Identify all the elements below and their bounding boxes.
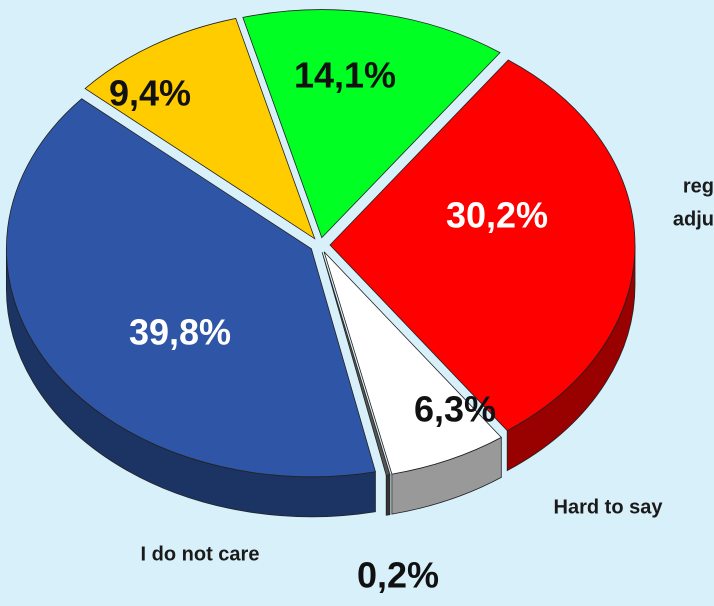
value-label: 30,2% bbox=[446, 195, 548, 236]
value-label: 9,4% bbox=[109, 73, 191, 114]
value-label: 14,1% bbox=[294, 55, 396, 96]
category-label: Hard to say bbox=[554, 496, 664, 518]
annotation: adju bbox=[673, 208, 714, 230]
value-label: 0,2% bbox=[357, 555, 439, 596]
slice-top bbox=[84, 17, 316, 240]
slice-top bbox=[329, 59, 636, 432]
value-label: 39,8% bbox=[129, 312, 231, 353]
pie-slice bbox=[84, 17, 316, 240]
pie-slice bbox=[242, 9, 501, 239]
pie-slice bbox=[5, 98, 376, 518]
slice-top bbox=[5, 98, 376, 478]
slice-top bbox=[323, 251, 502, 475]
pie-slice bbox=[321, 252, 391, 516]
pie-slice bbox=[329, 59, 636, 472]
value-label: 6,3% bbox=[414, 389, 496, 430]
annotation: reg bbox=[683, 175, 714, 197]
slice-side bbox=[385, 474, 391, 516]
pie-slice bbox=[323, 251, 502, 515]
slice-top bbox=[321, 252, 391, 476]
slice-top bbox=[242, 9, 501, 239]
category-label: I do not care bbox=[141, 543, 260, 565]
